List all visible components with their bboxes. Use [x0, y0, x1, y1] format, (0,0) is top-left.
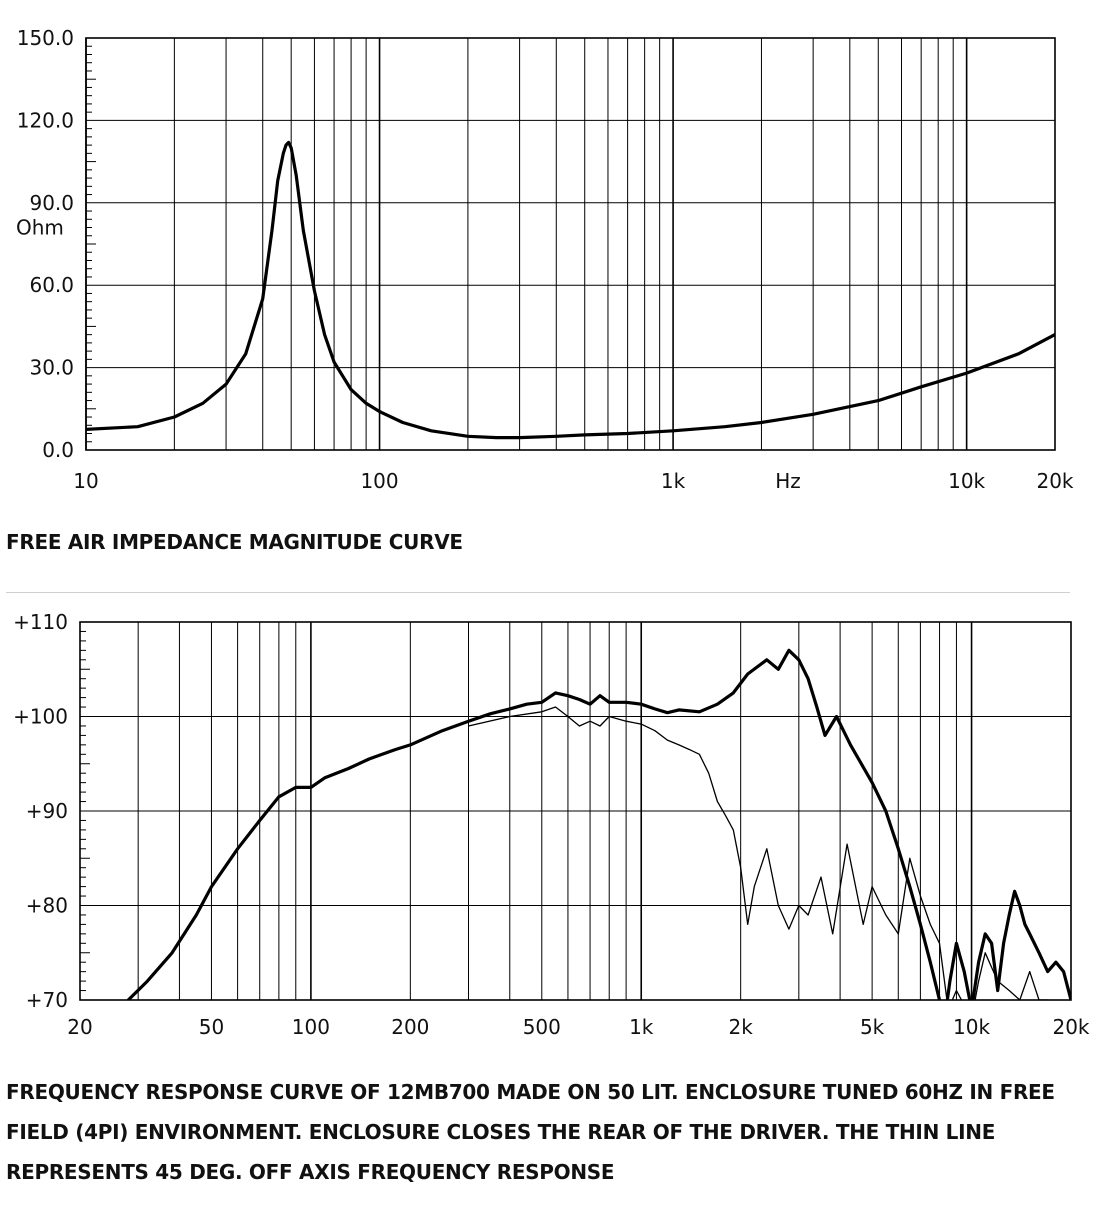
x-tick-label: 10k — [948, 469, 985, 493]
y-tick-label: 90.0 — [29, 191, 74, 215]
x-tick-label: 50 — [199, 1015, 224, 1039]
divider — [6, 592, 1070, 593]
y-tick-label: +80 — [26, 894, 68, 918]
x-tick-label: 20k — [1052, 1015, 1089, 1039]
x-tick-label: 2k — [729, 1015, 754, 1039]
y-tick-label: 30.0 — [29, 356, 74, 380]
x-tick-label: 1k — [629, 1015, 654, 1039]
y-tick-label: +100 — [13, 705, 68, 729]
x-tick-label: 20 — [67, 1015, 92, 1039]
frequency-chart-title: FREQUENCY RESPONSE CURVE OF 12MB700 MADE… — [6, 1080, 1055, 1184]
plot-frame — [79, 621, 1072, 1001]
chart-1: 0.0 30.0 60.0 90.0 120.0 150.0 10 100 1k 10k 20k Hz… — [16, 26, 1074, 493]
y-tick-label: 120.0 — [17, 108, 74, 132]
y-axis-label: Ohm — [16, 215, 64, 239]
x-tick-label: 500 — [523, 1015, 561, 1039]
x-tick-label: 20k — [1036, 469, 1073, 493]
y-tick-label: 0.0 — [42, 438, 74, 462]
x-tick-label: 10k — [953, 1015, 990, 1039]
series-off-axis-line — [467, 706, 1049, 1000]
x-tick-label: 10 — [73, 469, 98, 493]
series-main-line — [86, 140, 1055, 440]
x-tick-label: 100 — [292, 1015, 330, 1039]
y-tick-label: +110 — [13, 610, 68, 634]
x-axis-label: Hz — [775, 469, 801, 493]
y-tick-label: 150.0 — [17, 26, 74, 50]
series-main-line — [126, 648, 1071, 1000]
impedance-chart-title: FREE AIR IMPEDANCE MAGNITUDE CURVE — [6, 530, 463, 554]
y-tick-label: +90 — [26, 799, 68, 823]
x-tick-label: 200 — [391, 1015, 429, 1039]
x-tick-label: 5k — [860, 1015, 885, 1039]
plot-frame — [85, 37, 1056, 451]
x-tick-label: 100 — [360, 469, 398, 493]
chart-2: +70 +80 +90 +100 +110 20 50 100 200 500 1k 2k 5k 10k 2… — [13, 610, 1090, 1039]
y-tick-label: 60.0 — [29, 273, 74, 297]
x-tick-label: 1k — [661, 469, 686, 493]
y-tick-label: +70 — [26, 988, 68, 1012]
